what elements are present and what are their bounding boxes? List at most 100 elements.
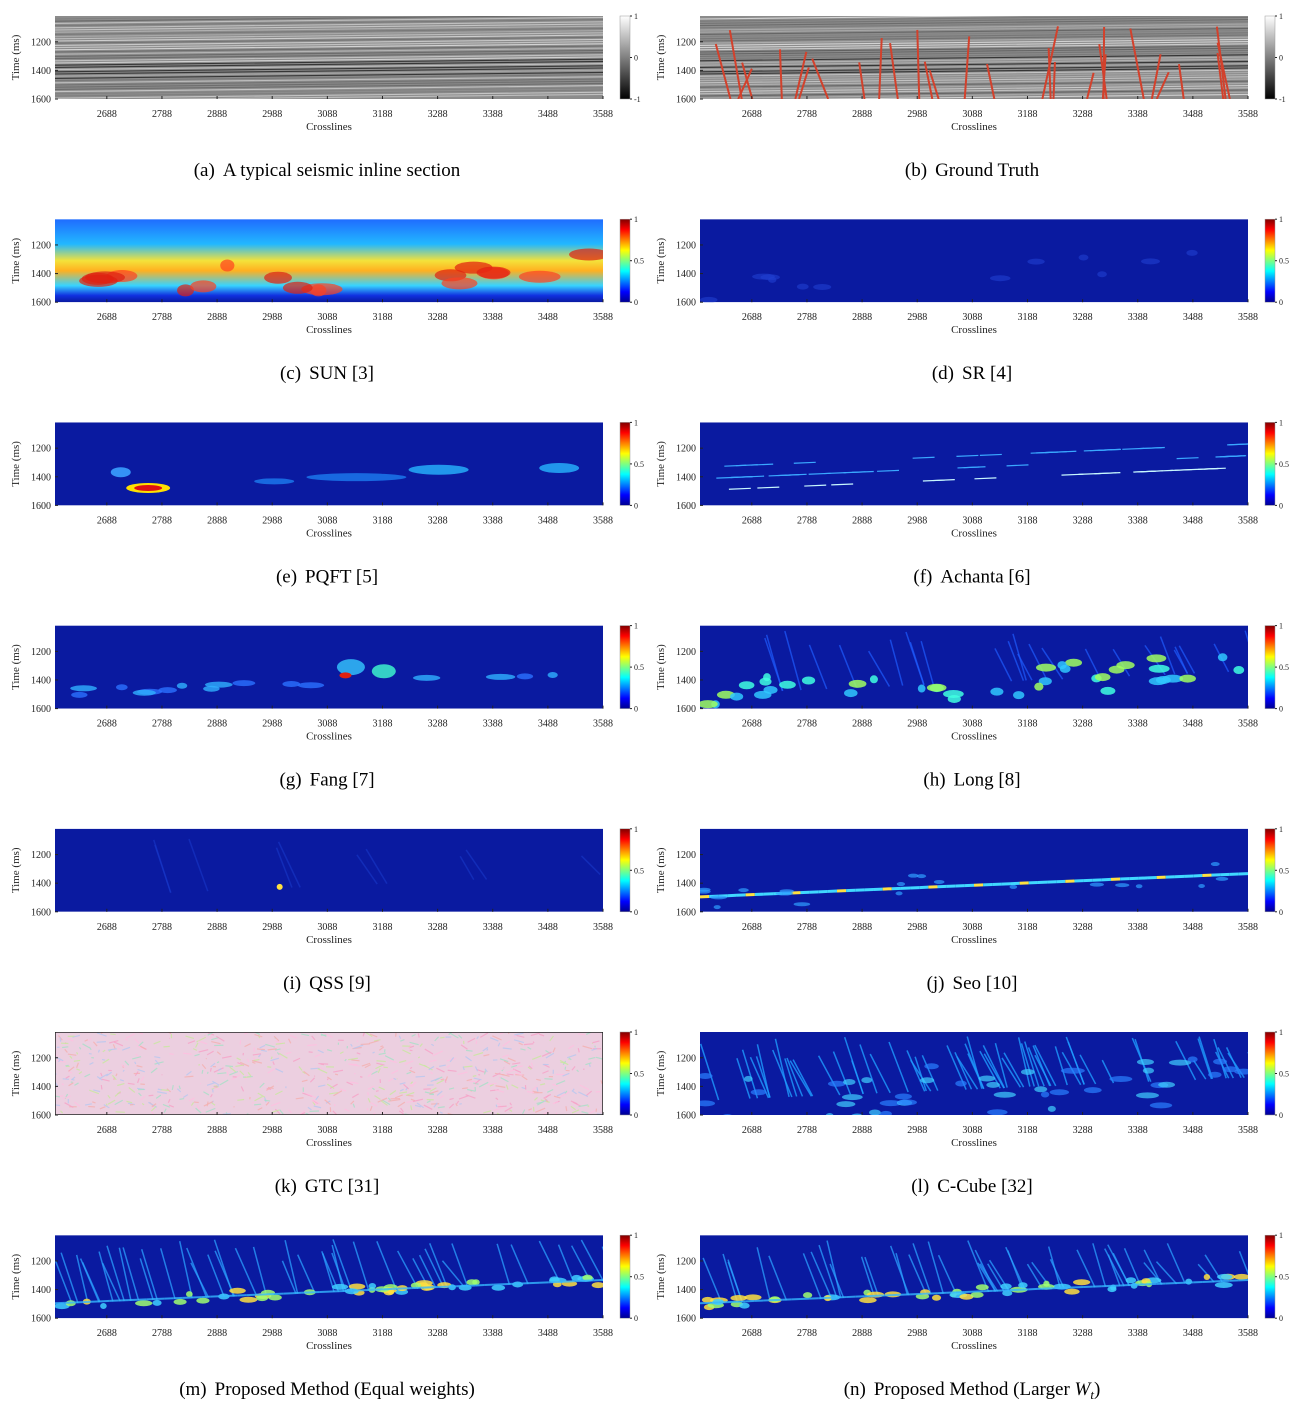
saliency-blob — [701, 1296, 714, 1303]
seismic-reflector — [55, 19, 603, 27]
caption-label: (h) — [923, 770, 945, 791]
caption-variable: W — [1075, 1379, 1093, 1400]
texture — [352, 1103, 356, 1108]
saliency-streak — [860, 1256, 875, 1297]
saliency-blob — [276, 883, 283, 890]
saliency-edge — [956, 454, 979, 457]
texture — [171, 1084, 174, 1091]
saliency-blob — [827, 1080, 846, 1087]
caption-text: SUN [3] — [309, 363, 374, 384]
texture — [298, 1066, 303, 1071]
fault-line — [916, 29, 921, 99]
texture — [89, 1062, 94, 1065]
x-tick-label: 2688 — [97, 922, 117, 933]
saliency-streak — [1107, 1244, 1131, 1287]
texture — [134, 1071, 139, 1077]
x-tick-label: 3288 — [1073, 922, 1093, 933]
saliency-blob — [591, 1282, 603, 1289]
y-tick-label: 1600 — [31, 1314, 51, 1325]
saliency-blob — [920, 1077, 935, 1084]
x-tick-label: 3088 — [962, 1125, 982, 1136]
texture — [148, 1094, 154, 1097]
saliency-blob — [801, 676, 816, 685]
saliency-streak — [765, 634, 784, 692]
texture — [585, 1062, 592, 1066]
x-tick-label: 3488 — [538, 312, 558, 323]
texture — [578, 1091, 589, 1098]
colorbar-tick-label: 0 — [1279, 54, 1283, 63]
saliency-streak — [1178, 645, 1196, 674]
saliency-map — [700, 219, 1248, 303]
saliency-blob — [268, 1294, 282, 1301]
saliency-blob — [763, 685, 778, 694]
saliency-edge — [777, 474, 800, 477]
texture — [349, 1081, 359, 1085]
texture — [239, 1061, 250, 1067]
texture — [436, 1090, 443, 1096]
y-axis-label: Time (ms) — [655, 237, 667, 283]
y-tick-label: 1400 — [31, 1285, 51, 1296]
saliency-streak — [1034, 1054, 1052, 1087]
saliency-streak — [159, 1248, 176, 1299]
texture — [184, 1075, 194, 1078]
texture — [67, 1053, 77, 1056]
saliency-blob — [582, 1274, 593, 1281]
seismic-reflector — [55, 30, 603, 38]
saliency-streak — [580, 1239, 603, 1282]
seismic-reflector — [700, 63, 1248, 71]
saliency-blob — [1047, 1105, 1056, 1112]
texture — [251, 1101, 254, 1104]
saliency-streak — [908, 1254, 927, 1295]
texture — [168, 1104, 175, 1108]
y-tick-label: 1600 — [676, 704, 696, 715]
texture — [76, 1068, 81, 1071]
texture — [216, 1051, 222, 1056]
colorbar-tick-label: 0.5 — [634, 663, 644, 672]
texture — [360, 1043, 370, 1046]
texture — [433, 1102, 438, 1108]
saliency-blob — [518, 270, 561, 283]
x-tick-label: 3088 — [317, 719, 337, 730]
x-tick-label: 3088 — [962, 312, 982, 323]
texture — [139, 1045, 147, 1050]
saliency-blob — [1158, 1081, 1176, 1088]
texture — [212, 1080, 220, 1086]
saliency-blob — [986, 1081, 1000, 1088]
x-tick-label: 3488 — [538, 109, 558, 120]
y-tick-label: 1600 — [31, 907, 51, 918]
saliency-blob — [1179, 674, 1196, 683]
seismic-reflector — [777, 93, 1248, 99]
y-axis-label: Time (ms) — [10, 644, 22, 690]
y-tick-label: 1400 — [31, 1082, 51, 1093]
saliency-blob — [1148, 677, 1167, 686]
texture — [571, 1090, 577, 1095]
texture — [267, 1048, 277, 1051]
x-axis-label: Crosslines — [306, 324, 352, 336]
texture — [128, 1087, 136, 1093]
texture — [279, 1109, 284, 1115]
caption: (e) PQFT [5] — [276, 566, 378, 587]
caption: (n) Proposed Method (Larger Wt) — [844, 1379, 1101, 1402]
texture — [513, 1065, 523, 1069]
saliency-blob — [549, 1276, 560, 1283]
saliency-blob — [917, 684, 926, 693]
texture — [419, 1043, 423, 1047]
texture — [409, 1041, 419, 1046]
texture — [460, 1044, 468, 1050]
texture — [287, 1038, 292, 1044]
texture — [275, 1068, 284, 1073]
texture — [497, 1102, 502, 1107]
colorbar-tick-label: 0.5 — [634, 257, 644, 266]
x-tick-label: 3188 — [372, 109, 392, 120]
saliency-blob — [897, 1099, 917, 1106]
texture — [153, 1040, 161, 1045]
texture — [126, 1100, 133, 1104]
texture — [388, 1077, 395, 1082]
caption-label: (k) — [275, 1176, 297, 1197]
saliency-blob — [1142, 1067, 1155, 1074]
fault-line — [1129, 28, 1145, 99]
texture — [564, 1090, 568, 1095]
x-tick-label: 2988 — [262, 109, 282, 120]
texture — [134, 1061, 137, 1065]
